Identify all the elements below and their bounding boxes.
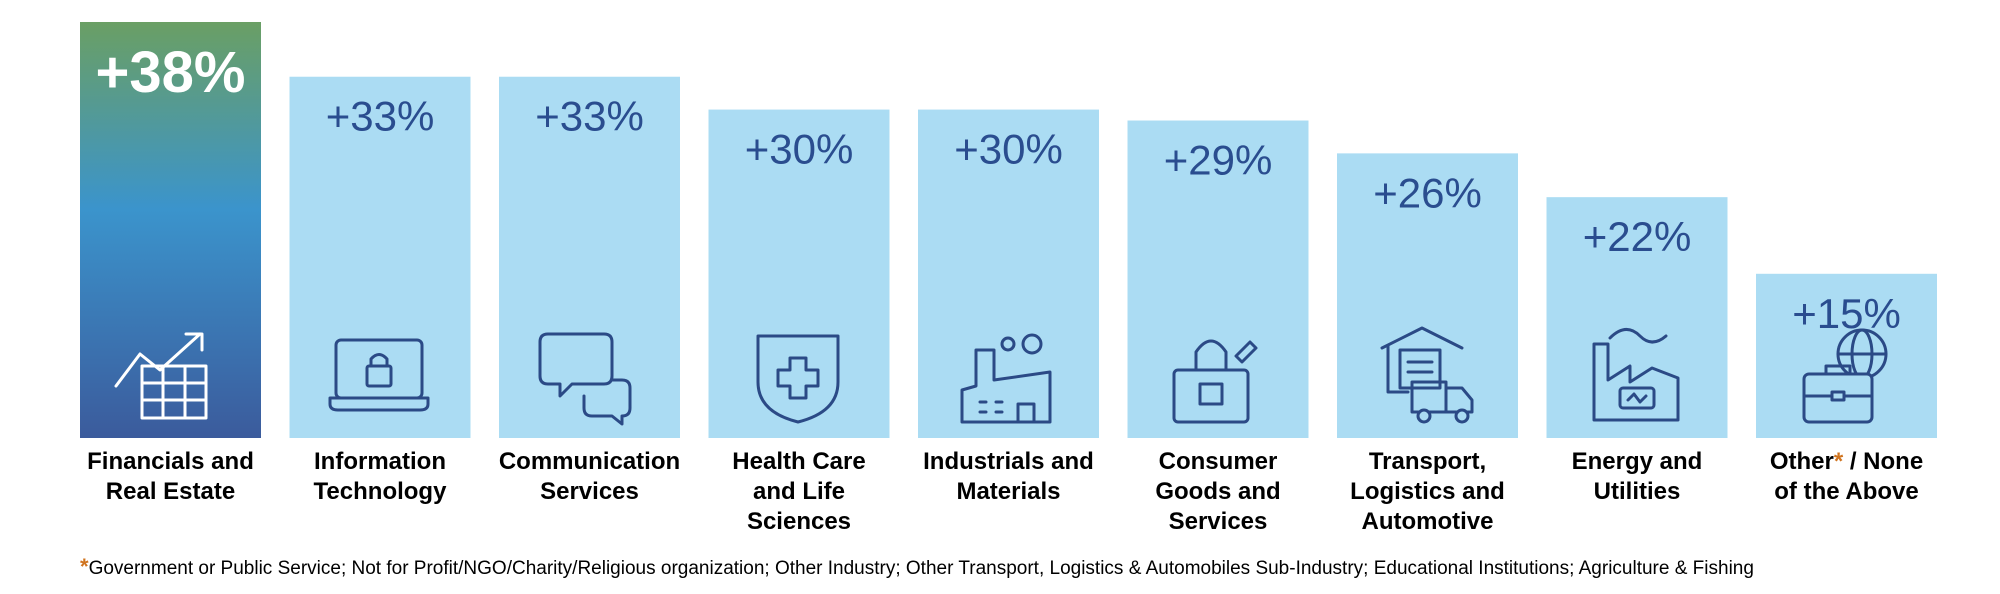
category-label-6: Transport, Logistics and Automotive [1350,448,1505,535]
bar-0 [80,22,261,438]
bar-2 [499,76,680,438]
category-label-4: Industrials and Materials [923,448,1094,505]
shopping-bag-icon [1172,339,1258,424]
category-label-2: Communication Services [498,448,681,505]
bar-1 [289,76,471,438]
category-label-0: Financials and Real Estate [87,448,254,505]
value-label-8: +15% [1792,290,1901,337]
category-label-5: Consumer Goods and Services [1155,448,1281,535]
value-label-1: +33% [326,93,435,140]
value-label-7: +22% [1583,213,1692,260]
briefcase-globe-icon [1802,328,1888,424]
value-label-3: +30% [745,126,854,173]
laptop-lock-icon [328,338,430,412]
value-label-4: +30% [954,126,1063,173]
category-label-7: Energy and Utilities [1571,448,1703,505]
medical-shield-icon [756,334,840,424]
value-label-6: +26% [1373,169,1482,216]
growth-chart-icon [114,332,208,420]
category-label-1: Information Technology [313,448,447,505]
bar-3 [708,109,890,438]
footnote: *Government or Public Service; Not for P… [80,554,1980,580]
footnote-marker: * [80,554,89,579]
value-label-0: +38% [96,40,246,105]
footnote-text: Government or Public Service; Not for Pr… [88,558,1754,579]
value-label-2: +33% [535,93,644,140]
bar-4 [918,109,1099,438]
category-label-8: Other* / None of the Above [1769,448,1924,505]
chat-bubbles-icon [538,332,632,426]
value-label-5: +29% [1164,137,1273,184]
footnote-marker-ref: * [1833,448,1844,475]
category-label-3: Health Care and Life Sciences [732,448,866,535]
energy-plant-icon [1592,328,1680,422]
factory-icon [960,333,1052,424]
bar-6 [1337,153,1518,439]
delivery-warehouse-icon [1380,326,1474,424]
